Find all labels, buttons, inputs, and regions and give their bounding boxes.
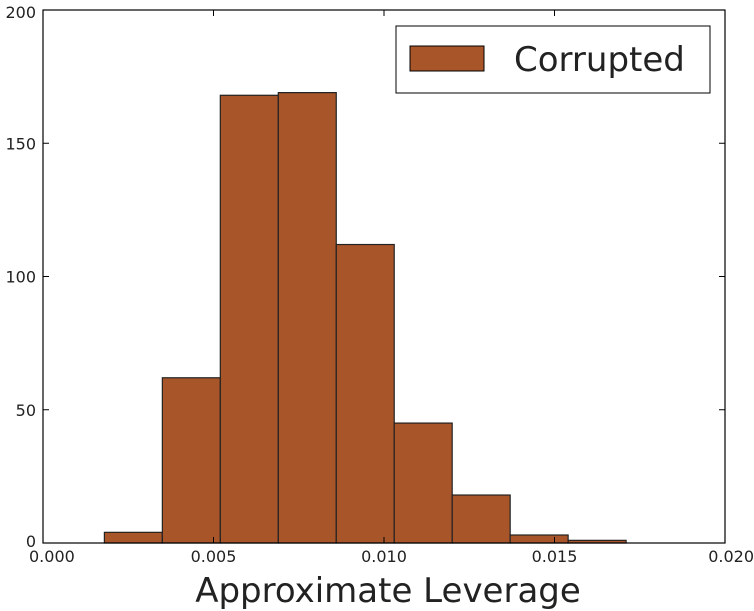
histogram-bar: [103, 531, 163, 544]
histogram-bar: [509, 534, 569, 544]
y-tick-label: 50: [16, 401, 36, 420]
histogram-bar: [335, 243, 395, 544]
bars-group: [103, 92, 627, 544]
legend-swatch: [409, 45, 485, 72]
y-axis: 0 50 100 150 200: [5, 3, 725, 551]
x-axis: 0.000 0.005 0.010 0.015 0.020: [29, 10, 754, 566]
legend-entry-corrupted: Corrupted: [514, 40, 685, 80]
x-tick-label: 0.020: [708, 547, 754, 566]
x-axis-label: Approximate Leverage: [195, 571, 581, 611]
x-tick-label: 0.005: [191, 547, 237, 566]
histogram-bar: [277, 92, 337, 544]
x-tick-label: 0.000: [29, 547, 75, 566]
y-tick-label: 150: [5, 134, 36, 153]
y-tick-label: 200: [5, 3, 36, 22]
histogram-bar: [451, 494, 511, 544]
histogram-bar: [393, 422, 453, 544]
histogram-bar: [161, 377, 221, 544]
x-tick-label: 0.010: [361, 547, 407, 566]
y-tick-label: 0: [26, 532, 36, 551]
x-tick-label: 0.015: [532, 547, 578, 566]
histogram-bar: [219, 94, 279, 544]
legend: Corrupted: [395, 25, 711, 94]
y-tick-label: 100: [5, 268, 36, 287]
